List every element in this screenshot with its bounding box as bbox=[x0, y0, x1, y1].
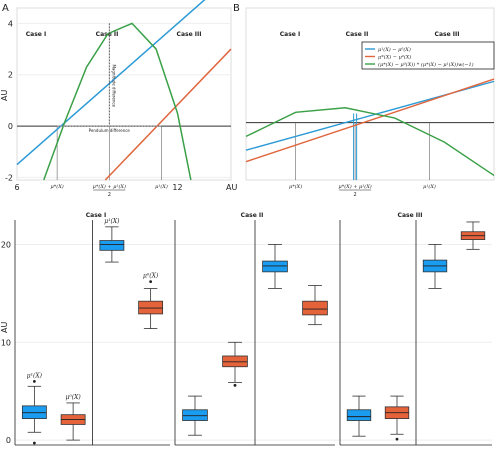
panel-c-case-title: Case II bbox=[241, 212, 264, 219]
panel-a-xtick: 6 bbox=[14, 183, 19, 192]
panel-b-legend-entry: μ¹(X) − μ⁰(X) bbox=[378, 46, 411, 53]
panel-b-marker-label: μ*(X) bbox=[289, 183, 302, 190]
box-outlier bbox=[32, 380, 36, 383]
panel-b-series-line bbox=[245, 107, 495, 176]
panel-b-marker-label: μ¹(X) bbox=[423, 183, 436, 190]
panel-b-legend-box bbox=[361, 41, 495, 70]
box-body bbox=[346, 409, 372, 421]
panel-a-series-line bbox=[104, 48, 232, 181]
panel-a-xtick: 12 bbox=[172, 183, 182, 192]
box-body bbox=[182, 409, 208, 421]
box-label: μ⁰(X) bbox=[65, 394, 81, 401]
box-body bbox=[99, 240, 125, 251]
box-outlier bbox=[149, 280, 153, 284]
panel-a-frame bbox=[16, 7, 232, 181]
panel-a-xlabel: AU bbox=[226, 183, 237, 192]
panel-a-ytick: 4 bbox=[8, 19, 13, 28]
panel-b-series-line bbox=[245, 78, 495, 163]
panel-a-case-label: Case III bbox=[177, 31, 202, 38]
box-label: μ¹(X) bbox=[27, 372, 43, 379]
panel-a-ylabel: AU bbox=[0, 90, 9, 101]
box-label: μ⁰(X) bbox=[143, 273, 159, 280]
panel-b-legend-entry: (μ*(X) − μ⁰(X)) * (μ*(X) − μ¹(X))w(−1) bbox=[378, 61, 474, 68]
panel-c-case-title: Case III bbox=[398, 212, 423, 219]
box-outlier bbox=[395, 437, 399, 441]
panel-c-ytick: 20 bbox=[1, 240, 11, 249]
box-outlier bbox=[233, 383, 237, 387]
panel-b-legend-entry: μ*(X) − μ⁰(X) bbox=[378, 54, 411, 61]
panel-b-case-label: Case I bbox=[280, 31, 300, 38]
panel-a-case-label: Case I bbox=[26, 31, 46, 38]
panel-a-marker-denominator: 2 bbox=[108, 192, 111, 198]
box-body bbox=[302, 300, 328, 316]
panel-a-marker-label: μ*(X) + μ¹(X) bbox=[93, 183, 126, 190]
panel-a-ytick: -2 bbox=[5, 173, 13, 182]
panel-b-case-label: Case III bbox=[435, 31, 460, 38]
box-body bbox=[222, 355, 248, 368]
panel-b-marker-denominator: 2 bbox=[354, 192, 357, 198]
panel-b: B Case I Case II Case III μ*(X) μ*(X) + μ¹(… bbox=[233, 3, 495, 198]
box-label: μ¹(X) bbox=[104, 218, 120, 225]
box-body bbox=[21, 405, 47, 419]
panel-c-ylabel: AU bbox=[0, 322, 9, 333]
panel-a-marker-label: μ*(X) bbox=[51, 183, 64, 190]
panel-b-marker-label: μ*(X) + μ¹(X) bbox=[338, 183, 371, 190]
panel-c-ytick: 10 bbox=[1, 338, 11, 347]
box-outlier bbox=[32, 441, 36, 445]
panel-c-ytick: 0 bbox=[6, 436, 11, 445]
panel-b-frame bbox=[245, 7, 495, 181]
panel-a-magnitude-label: Magnitude difference bbox=[111, 64, 116, 107]
panel-a-series-line bbox=[43, 22, 192, 181]
panel-b-case-label: Case II bbox=[346, 31, 369, 38]
panel-c-case-title: Case I bbox=[86, 212, 106, 219]
panel-a-series-line bbox=[16, 0, 206, 166]
panel-a-letter: A bbox=[2, 3, 9, 14]
panel-a-marker-label: μ¹(X) bbox=[155, 183, 168, 190]
panel-a-ytick: 0 bbox=[8, 122, 13, 131]
box-body bbox=[262, 260, 288, 273]
box-body bbox=[138, 300, 164, 315]
panel-b-letter: B bbox=[233, 3, 240, 14]
panel-a-ytick: 2 bbox=[8, 71, 13, 80]
panel-a-pendulum-label: Pendulum difference bbox=[89, 128, 131, 133]
